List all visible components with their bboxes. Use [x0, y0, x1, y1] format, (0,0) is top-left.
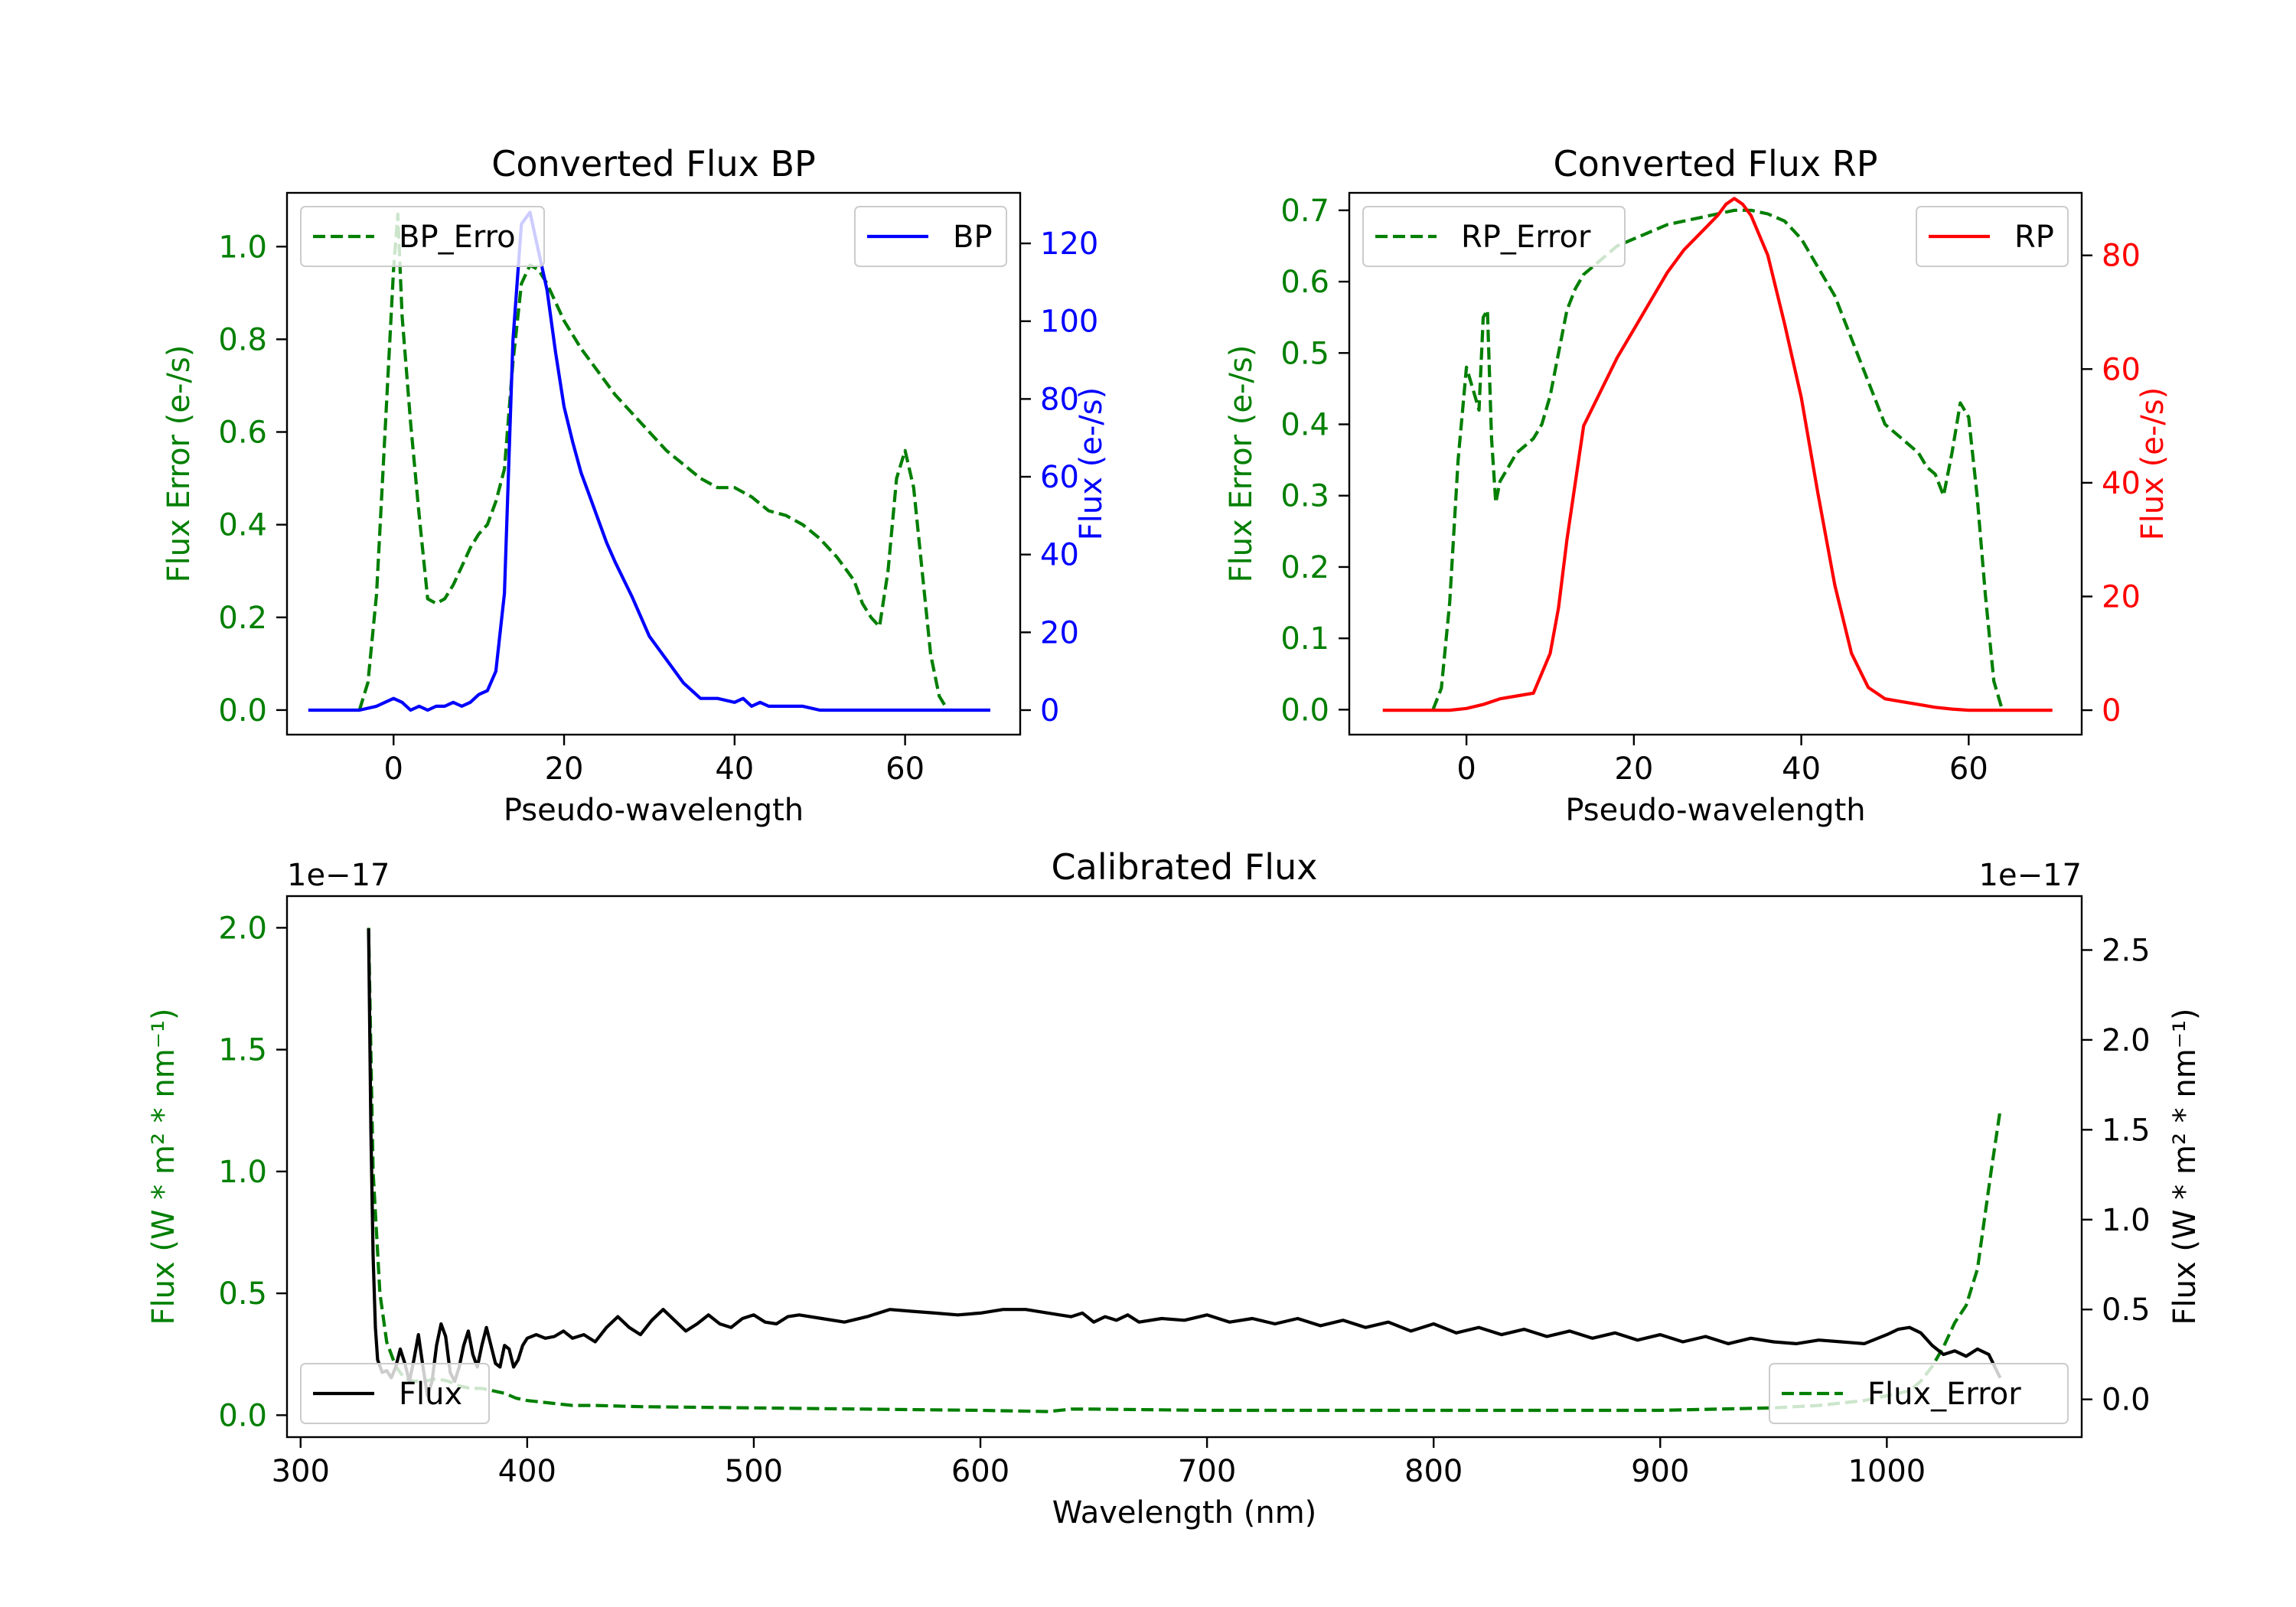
rp-legend-rp-error: RP_Error	[1362, 206, 1626, 267]
cal-x-tick-label: 500	[725, 1454, 783, 1489]
bp-x-tick-label: 0	[384, 751, 403, 787]
bp-series-bp	[308, 210, 990, 712]
bp-x-tick-label: 60	[885, 751, 925, 787]
cal-y-left-tick-label: 0.0	[218, 1398, 267, 1433]
rp-y-left-tick-label: 0.7	[1280, 194, 1329, 229]
bp-legend-bp: BP	[854, 206, 1007, 267]
rp-y-left-axis-label: Flux Error (e-/s)	[1224, 345, 1259, 583]
bp-x-tick-label: 20	[545, 751, 584, 787]
legend-box	[300, 1363, 490, 1424]
bp-y-right-tick-label: 40	[1040, 538, 1079, 573]
rp-series-rp	[1382, 197, 2053, 712]
cal-legend-flux: Flux	[300, 1363, 490, 1424]
rp-y-right-axis-label: Flux (e-/s)	[2135, 387, 2170, 540]
bp-y-left-tick-label: 0.2	[218, 601, 267, 636]
bp-axes-frame	[285, 191, 1022, 736]
rp-y-left-tick-label: 0.5	[1280, 336, 1329, 371]
cal-y-left-tick-label: 2.0	[218, 911, 267, 946]
rp-y-right-tick-label: 40	[2102, 466, 2141, 501]
cal-x-tick-label: 900	[1631, 1454, 1689, 1489]
rp-y-left-tick-label: 0.2	[1280, 550, 1329, 585]
cal-y-right-tick-label: 1.5	[2102, 1113, 2151, 1148]
cal-y-right-tick-label: 1.0	[2102, 1203, 2151, 1238]
cal-x-tick-label: 600	[951, 1454, 1009, 1489]
legend-label: BP	[953, 220, 993, 255]
cal-y-right-tick-label: 2.0	[2102, 1023, 2151, 1058]
calibrated-flux-panel: 300 400 500 600 700 800 900 1000 0.0 0.5 1.0 1.5 2.0…	[146, 846, 2203, 1530]
bp-y-left-tick-label: 0.8	[218, 322, 267, 357]
legend-label: RP_Error	[1461, 220, 1591, 255]
cal-x-tick-label: 300	[272, 1454, 330, 1489]
cal-x-axis-label: Wavelength (nm)	[1052, 1495, 1317, 1530]
rp-axes-frame	[1348, 191, 2083, 736]
cal-y-left-tick-label: 1.5	[218, 1033, 267, 1068]
cal-x-tick-label: 1000	[1848, 1454, 1926, 1489]
legend-box	[1362, 206, 1626, 267]
bp-series-bp-error	[357, 212, 950, 711]
cal-y-right-tick-label: 2.5	[2102, 933, 2151, 968]
cal-y-left-tick-label: 0.5	[218, 1276, 267, 1312]
cal-y-right-tick-label: 0.5	[2102, 1292, 2151, 1328]
rp-x-tick-label: 60	[1949, 751, 1988, 787]
cal-y-left-tick-label: 1.0	[218, 1155, 267, 1190]
rp-series-rp-error	[1431, 208, 2004, 711]
cal-x-tick-label: 800	[1404, 1454, 1463, 1489]
bp-y-right-tick-label: 60	[1040, 460, 1079, 495]
cal-offset-left: 1e−17	[287, 858, 390, 893]
rp-y-left-tick-label: 0.0	[1280, 693, 1329, 728]
rp-y-left-tick-label: 0.1	[1280, 621, 1329, 657]
legend-box	[1769, 1363, 2069, 1424]
rp-x-tick-label: 0	[1456, 751, 1476, 787]
bp-y-left-tick-label: 0.0	[218, 693, 267, 729]
bp-y-right-tick-label: 100	[1040, 305, 1098, 340]
bp-y-left-tick-label: 0.4	[218, 508, 267, 543]
rp-y-left-tick-label: 0.6	[1280, 265, 1329, 300]
bp-y-right-tick-label: 80	[1040, 382, 1079, 417]
legend-label: RP	[2014, 220, 2054, 255]
cal-title: Calibrated Flux	[1052, 846, 1318, 888]
bp-y-right-tick-label: 120	[1040, 227, 1098, 262]
bp-x-tick-label: 40	[715, 751, 754, 787]
cal-legend-flux-error: Flux_Error	[1769, 1363, 2069, 1424]
rp-y-right-tick-label: 20	[2102, 579, 2141, 614]
rp-legend-rp: RP	[1916, 206, 2069, 267]
rp-panel: 0 20 40 60 0.0 0.1 0.2 0.3 0.4 0.5 0.6 0.7 0 20 40 60 80…	[1224, 143, 2170, 828]
rp-x-axis-label: Pseudo-wavelength	[1565, 793, 1865, 828]
rp-y-right-tick-label: 60	[2102, 352, 2141, 387]
rp-title: Converted Flux RP	[1554, 143, 1878, 184]
cal-y-right-tick-label: 0.0	[2102, 1383, 2151, 1418]
cal-offset-right: 1e−17	[1979, 858, 2082, 893]
rp-x-tick-label: 20	[1614, 751, 1653, 787]
cal-x-tick-label: 400	[498, 1454, 556, 1489]
legend-label: Flux_Error	[1867, 1377, 2021, 1412]
bp-y-right-tick-label: 0	[1040, 693, 1059, 729]
rp-y-left-tick-label: 0.4	[1280, 407, 1329, 442]
cal-y-left-axis-label: Flux (W * m² * nm⁻¹)	[146, 1009, 181, 1325]
cal-axes-frame	[285, 895, 2083, 1439]
rp-y-right-tick-label: 80	[2102, 239, 2141, 274]
cal-x-tick-label: 700	[1178, 1454, 1236, 1489]
rp-x-tick-label: 40	[1782, 751, 1821, 787]
legend-box	[300, 206, 545, 267]
bp-y-right-axis-label: Flux (e-/s)	[1074, 387, 1109, 540]
legend-label: BP_Erro	[399, 220, 516, 255]
rp-y-left-tick-label: 0.3	[1280, 479, 1329, 514]
bp-title: Converted Flux BP	[491, 143, 816, 184]
bp-y-left-tick-label: 0.6	[218, 416, 267, 451]
bp-x-axis-label: Pseudo-wavelength	[504, 793, 804, 828]
legend-box	[1916, 206, 2069, 267]
cal-y-right-axis-label: Flux (W * m² * nm⁻¹)	[2167, 1009, 2203, 1325]
bp-y-left-axis-label: Flux Error (e-/s)	[161, 345, 197, 583]
bp-y-left-tick-label: 1.0	[218, 230, 267, 265]
bp-y-right-tick-label: 20	[1040, 615, 1079, 650]
bp-panel: 0 20 40 60 0.0 0.2 0.4 0.6 0.8 1.0 0 20 40 60 80 100 120…	[161, 143, 1109, 828]
bp-legend-bp-error: BP_Erro	[300, 206, 545, 267]
legend-box	[854, 206, 1007, 267]
legend-label: Flux	[399, 1377, 462, 1412]
rp-y-right-tick-label: 0	[2102, 693, 2121, 729]
